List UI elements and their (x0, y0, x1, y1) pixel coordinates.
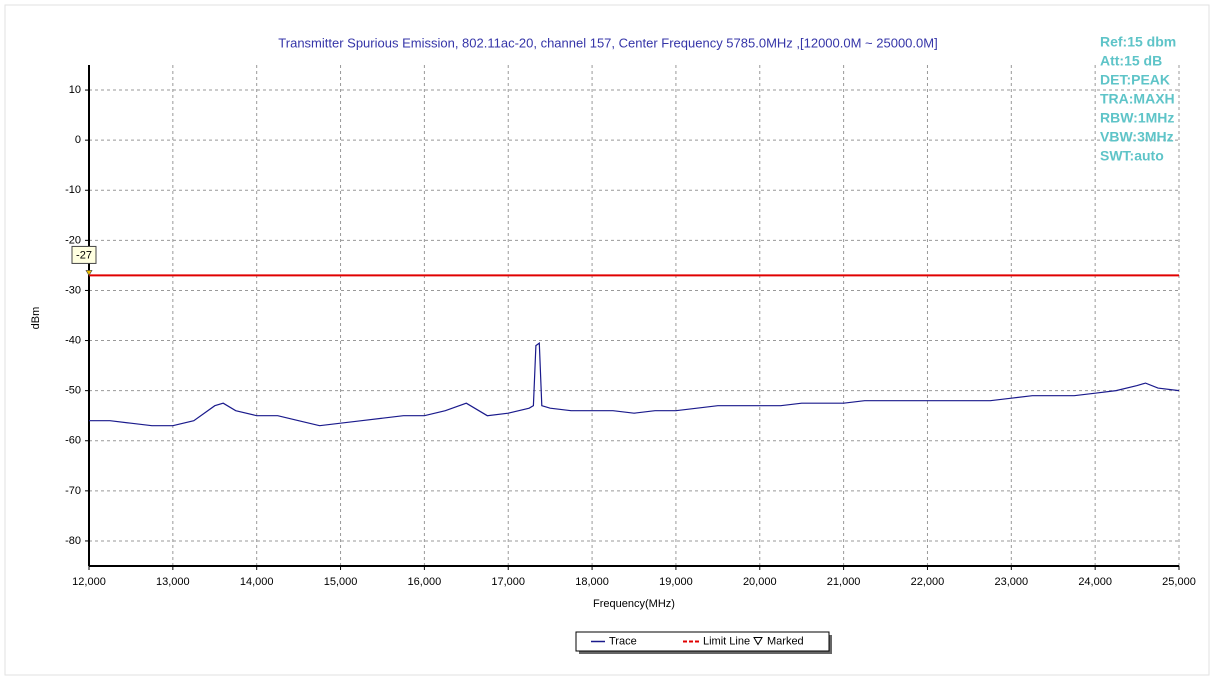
x-tick-label: 13,000 (156, 576, 190, 588)
info-text: Ref:15 dbm (1100, 34, 1176, 50)
x-tick-label: 23,000 (994, 576, 1028, 588)
y-tick-label: -60 (65, 435, 81, 447)
legend-label: Marked (767, 635, 804, 647)
y-tick-label: -40 (65, 334, 81, 346)
trace-line (89, 341, 1180, 427)
y-tick-label: -20 (65, 234, 81, 246)
legend-swatch (753, 637, 763, 646)
x-tick-label: 22,000 (911, 576, 945, 588)
y-axis-label: dBm (30, 307, 42, 330)
legend-label: Limit Line (703, 635, 750, 647)
marker-label-box (71, 245, 97, 264)
x-tick-label: 20,000 (743, 576, 777, 588)
info-text: SWT:auto (1100, 148, 1164, 164)
x-axis-label: Frequency(MHz) (593, 598, 675, 610)
x-tick-label: 17,000 (491, 576, 525, 588)
y-tick-label: -80 (65, 535, 81, 547)
info-text: DET:PEAK (1100, 72, 1170, 88)
info-text: TRA:MAXH (1100, 91, 1175, 107)
y-tick-label: -10 (65, 184, 81, 196)
x-tick-label: 18,000 (575, 576, 609, 588)
y-tick-label: 10 (69, 84, 81, 96)
marker (85, 270, 93, 277)
marker-label: -27 (76, 249, 92, 261)
x-tick-label: 14,000 (240, 576, 274, 588)
y-tick-label: -70 (65, 485, 81, 497)
info-text: VBW:3MHz (1100, 129, 1174, 145)
x-tick-label: 12,000 (72, 576, 106, 588)
x-tick-label: 16,000 (408, 576, 442, 588)
y-tick-label: -30 (65, 284, 81, 296)
chart-title: Transmitter Spurious Emission, 802.11ac-… (278, 35, 937, 50)
x-tick-label: 15,000 (324, 576, 358, 588)
info-text: RBW:1MHz (1100, 110, 1174, 126)
y-tick-label: -50 (65, 385, 81, 397)
x-tick-label: 19,000 (659, 576, 693, 588)
legend (575, 631, 830, 652)
frame (4, 4, 1210, 676)
x-tick-label: 21,000 (827, 576, 861, 588)
legend-label: Trace (609, 635, 637, 647)
y-tick-label: 0 (75, 134, 81, 146)
x-tick-label: 25,000 (1162, 576, 1196, 588)
x-tick-label: 24,000 (1078, 576, 1112, 588)
info-text: Att:15 dB (1100, 53, 1162, 69)
